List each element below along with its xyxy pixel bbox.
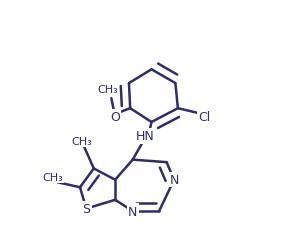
Text: Cl: Cl	[198, 111, 210, 124]
Text: N: N	[128, 205, 137, 218]
Text: N: N	[169, 174, 179, 186]
Text: HN: HN	[136, 130, 155, 143]
Text: CH₃: CH₃	[71, 136, 92, 146]
Text: CH₃: CH₃	[97, 85, 118, 95]
Text: O: O	[110, 111, 120, 124]
Text: S: S	[82, 202, 90, 215]
Text: CH₃: CH₃	[42, 172, 63, 182]
